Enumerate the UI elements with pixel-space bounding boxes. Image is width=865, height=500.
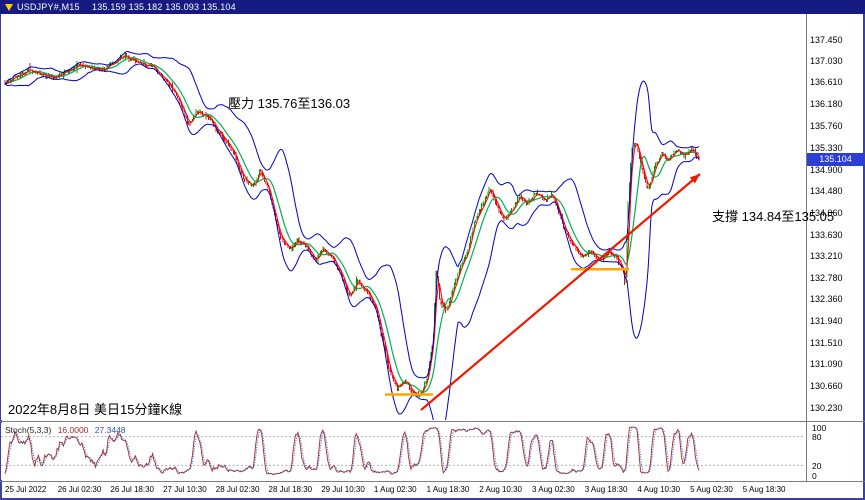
time-axis-label: 5 Aug 18:30 bbox=[742, 485, 786, 494]
time-axis-label: 3 Aug 18:30 bbox=[584, 485, 628, 494]
chart-title-quotes: 135.159 135.182 135.093 135.104 bbox=[92, 2, 236, 12]
indicator-axis-label: 20 bbox=[812, 460, 822, 471]
time-axis-label: 28 Jul 18:30 bbox=[268, 485, 313, 494]
axis-divider bbox=[806, 14, 807, 481]
price-axis-label: 136.610 bbox=[810, 77, 843, 88]
price-axis-label: 131.510 bbox=[810, 337, 843, 348]
time-axis-label: 2 Aug 10:30 bbox=[479, 485, 523, 494]
indicator-axis-label: 100 bbox=[812, 422, 827, 433]
time-axis-label: 29 Jul 10:30 bbox=[321, 485, 365, 494]
price-axis-label: 135.760 bbox=[810, 120, 843, 131]
price-axis-label: 130.230 bbox=[810, 403, 843, 414]
indicator-name: Stoch(5,3,3) bbox=[5, 425, 52, 435]
candlestick-chart[interactable] bbox=[1, 14, 805, 420]
price-axis-label: 134.480 bbox=[810, 186, 843, 197]
chart-title-symbol: USDJPY#,M15 bbox=[17, 2, 80, 12]
price-axis-label: 133.630 bbox=[810, 229, 843, 240]
price-axis-label: 130.660 bbox=[810, 381, 843, 392]
price-axis-label: 131.090 bbox=[810, 359, 843, 370]
time-axis-label: 26 Jul 02:30 bbox=[57, 485, 102, 494]
indicator-label: Stoch(5,3,3) 16.0000 27.3448 bbox=[5, 425, 126, 435]
time-axis-label: 1 Aug 18:30 bbox=[426, 485, 470, 494]
price-axis-label: 136.180 bbox=[810, 99, 843, 110]
price-axis-label: 137.030 bbox=[810, 55, 843, 66]
indicator-axis-label: 80 bbox=[812, 432, 822, 443]
time-axis-label: 4 Aug 10:30 bbox=[637, 485, 681, 494]
indicator-signal-value: 27.3448 bbox=[94, 425, 126, 435]
symbol-triangle-icon bbox=[5, 4, 13, 11]
time-axis-label: 26 Jul 18:30 bbox=[110, 485, 154, 494]
time-axis-label: 1 Aug 02:30 bbox=[373, 485, 417, 494]
price-axis-label: 132.360 bbox=[810, 294, 843, 305]
price-axis-label: 132.780 bbox=[810, 273, 843, 284]
time-axis-label: 3 Aug 02:30 bbox=[532, 485, 575, 494]
indicator-main-value: 16.0000 bbox=[57, 425, 89, 435]
time-axis-label: 25 Jul 2022 bbox=[5, 485, 47, 494]
indicator-axis-label: 0 bbox=[812, 470, 817, 481]
time-axis-separator bbox=[0, 481, 865, 482]
price-axis-label: 134.060 bbox=[810, 207, 843, 218]
time-axis-label: 5 Aug 02:30 bbox=[690, 485, 733, 494]
price-axis-label: 131.940 bbox=[810, 315, 843, 326]
price-axis-label: 135.330 bbox=[810, 142, 843, 153]
resistance-annotation: 壓力 135.76至136.03 bbox=[228, 96, 351, 111]
current-price-badge: 135.104 bbox=[807, 153, 864, 167]
time-axis-label: 28 Jul 02:30 bbox=[215, 485, 260, 494]
support-annotation: 支撐 134.84至135.05 bbox=[712, 209, 835, 224]
panel-separator[interactable] bbox=[0, 421, 865, 422]
price-axis-label: 134.900 bbox=[810, 164, 843, 175]
time-axis-label: 27 Jul 10:30 bbox=[163, 485, 207, 494]
price-axis-label: 137.450 bbox=[810, 34, 843, 45]
price-axis-label: 133.210 bbox=[810, 251, 843, 262]
stochastic-chart[interactable] bbox=[1, 423, 805, 480]
chart-titlebar[interactable]: USDJPY#,M15 135.159 135.182 135.093 135.… bbox=[0, 0, 865, 14]
caption-annotation: 2022年8月8日 美日15分鐘K線 bbox=[8, 402, 183, 417]
